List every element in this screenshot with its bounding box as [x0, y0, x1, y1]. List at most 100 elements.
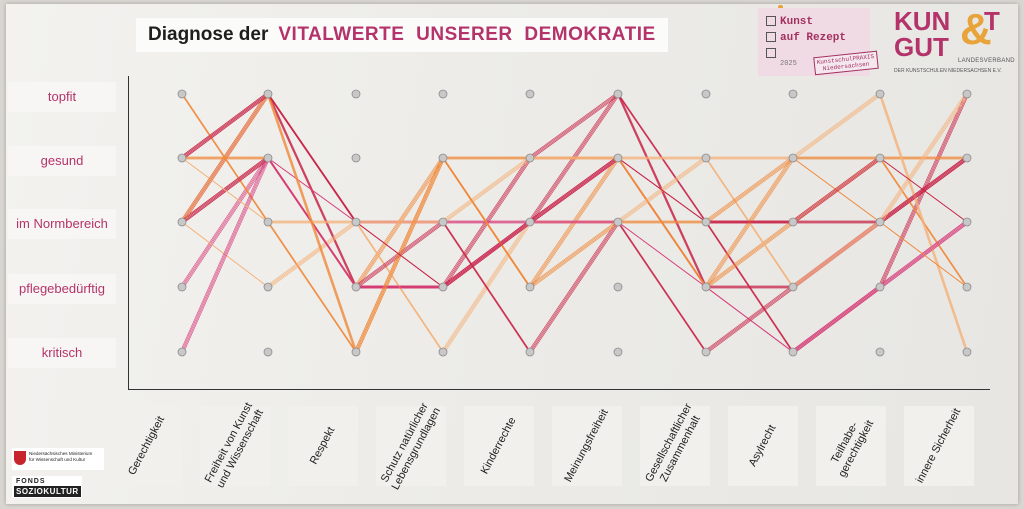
pin-6-0 — [701, 89, 711, 99]
pin-6-2 — [701, 217, 711, 227]
x-label-asylrecht: Asylrecht — [728, 406, 798, 486]
fonds-line1: FONDS — [16, 478, 46, 485]
pin-7-2 — [788, 217, 798, 227]
string-series-10 — [183, 94, 969, 355]
string-series-11 — [181, 93, 967, 288]
pin-7-3 — [788, 282, 798, 292]
x-label-text: innere Sicherheit — [913, 406, 964, 486]
y-label-topfit: topfit — [8, 82, 116, 112]
y-axis — [128, 76, 129, 390]
string-series-9 — [181, 93, 967, 288]
pin-9-2 — [962, 217, 972, 227]
checkbox-icon — [766, 16, 776, 27]
pin-1-0 — [263, 89, 273, 99]
title-main: VITALWERTE UNSERER DEMOKRATIE — [278, 24, 656, 45]
pin-7-0 — [788, 89, 798, 99]
kunst-auf-rezept-stamp: Kunst auf Rezept 2025 KunstschulPRAXIS Ni… — [758, 8, 879, 76]
pin-6-1 — [701, 153, 711, 163]
x-label-teilhabe: Teilhabe- gerechtigkeit — [816, 406, 886, 486]
pin-3-1 — [438, 153, 448, 163]
ministry-line2: für Wissenschaft und Kultur — [29, 456, 86, 462]
ministry-line1: Niedersächsisches Ministerium — [29, 451, 93, 456]
pin-8-0 — [875, 89, 885, 99]
pin-0-2 — [177, 217, 187, 227]
x-label-schutz: Schutz natürlicher Lebensgrundlagen — [376, 401, 446, 492]
pin-9-4 — [962, 347, 972, 357]
string-series-1 — [181, 93, 967, 287]
pin-2-3 — [351, 282, 361, 292]
pin-1-4 — [263, 347, 273, 357]
string-series-0 — [183, 94, 969, 354]
string-series-6 — [183, 94, 969, 354]
pin-4-4 — [525, 347, 535, 357]
string-series-4 — [183, 94, 969, 354]
pin-5-0 — [613, 89, 623, 99]
pin-1-2 — [263, 217, 273, 227]
pin-0-3 — [177, 282, 187, 292]
stamp-badge: KunstschulPRAXIS Niedersachsen — [813, 50, 879, 76]
pin-8-2 — [875, 217, 885, 227]
pin-0-1 — [177, 153, 187, 163]
pin-0-4 — [177, 347, 187, 357]
x-label-text: Meinungsfreiheit — [562, 407, 611, 485]
pin-1-3 — [263, 282, 273, 292]
checkbox-icon — [766, 48, 776, 59]
string-series-3 — [183, 158, 969, 289]
logo-sub1: LANDESVERBAND — [958, 58, 1015, 64]
pin-7-1 — [788, 153, 798, 163]
y-label-pflegebeduerftig: pflegebedürftig — [8, 274, 116, 304]
x-label-sicherheit: innere Sicherheit — [904, 406, 974, 486]
x-label-text: Gerechtigkeit — [126, 414, 168, 478]
logo-ampersand: & — [960, 5, 992, 54]
pin-4-0 — [525, 89, 535, 99]
x-label-freiheit: Freiheit von Kunst und Wissenschaft — [200, 401, 270, 490]
ministry-text: Niedersächsisches Ministerium für Wissens… — [29, 451, 92, 462]
x-label-text: Schutz natürlicher Lebensgrundlagen — [378, 401, 443, 492]
logo-t: T — [984, 6, 1000, 36]
pin-5-4 — [613, 347, 623, 357]
x-label-text: Asylrecht — [746, 422, 779, 469]
y-label-kritisch: kritisch — [8, 338, 116, 368]
pin-3-2 — [438, 217, 448, 227]
string-series-5 — [183, 158, 969, 289]
stamp-line1: Kunst — [780, 16, 814, 28]
stamp-line2: auf Rezept — [780, 32, 847, 44]
pin-0-0 — [177, 89, 187, 99]
pin-6-3 — [701, 282, 711, 292]
logo-sub2: DER KUNSTSCHULEN NIEDERSACHSEN E.V. — [894, 68, 1002, 74]
pin-1-1 — [263, 153, 273, 163]
x-label-gerechtigkeit: Gerechtigkeit — [112, 406, 182, 486]
pin-8-4 — [875, 347, 885, 357]
fonds-line2: SOZIOKULTUR — [14, 486, 81, 497]
pin-9-3 — [962, 282, 972, 292]
pin-9-1 — [962, 153, 972, 163]
x-label-text: Gesellschaftlicher Zusammenhalt — [643, 401, 703, 484]
pin-8-3 — [875, 282, 885, 292]
x-label-kinderrechte: Kinderrechte — [464, 406, 534, 486]
y-label-normbereich: im Normbereich — [8, 209, 116, 239]
pin-3-3 — [438, 282, 448, 292]
logo-line2: GUT — [894, 32, 949, 62]
x-label-text: Freiheit von Kunst und Wissenschaft — [202, 400, 266, 490]
pin-2-2 — [351, 217, 361, 227]
pin-4-1 — [525, 153, 535, 163]
stamp-year: 2025 — [780, 60, 797, 68]
string-series-11 — [183, 94, 969, 289]
checkbox-icon — [766, 32, 776, 43]
pin-7-4 — [788, 347, 798, 357]
pin-5-1 — [613, 153, 623, 163]
pin-4-2 — [525, 217, 535, 227]
pin-8-1 — [875, 153, 885, 163]
y-label-gesund: gesund — [8, 146, 116, 176]
pin-3-4 — [438, 347, 448, 357]
x-label-zusammenhalt: Gesellschaftlicher Zusammenhalt — [640, 402, 710, 486]
pin-2-4 — [351, 347, 361, 357]
pin-4-3 — [525, 282, 535, 292]
fonds-soziokultur-logo: FONDS SOZIOKULTUR — [12, 476, 82, 498]
ministry-logo: Niedersächsisches Ministerium für Wissens… — [12, 448, 104, 470]
logo-line1: KUN — [894, 6, 951, 36]
x-label-text: Respekt — [307, 425, 338, 467]
x-label-text: Teilhabe- gerechtigkeit — [829, 418, 877, 480]
x-axis — [128, 389, 990, 390]
